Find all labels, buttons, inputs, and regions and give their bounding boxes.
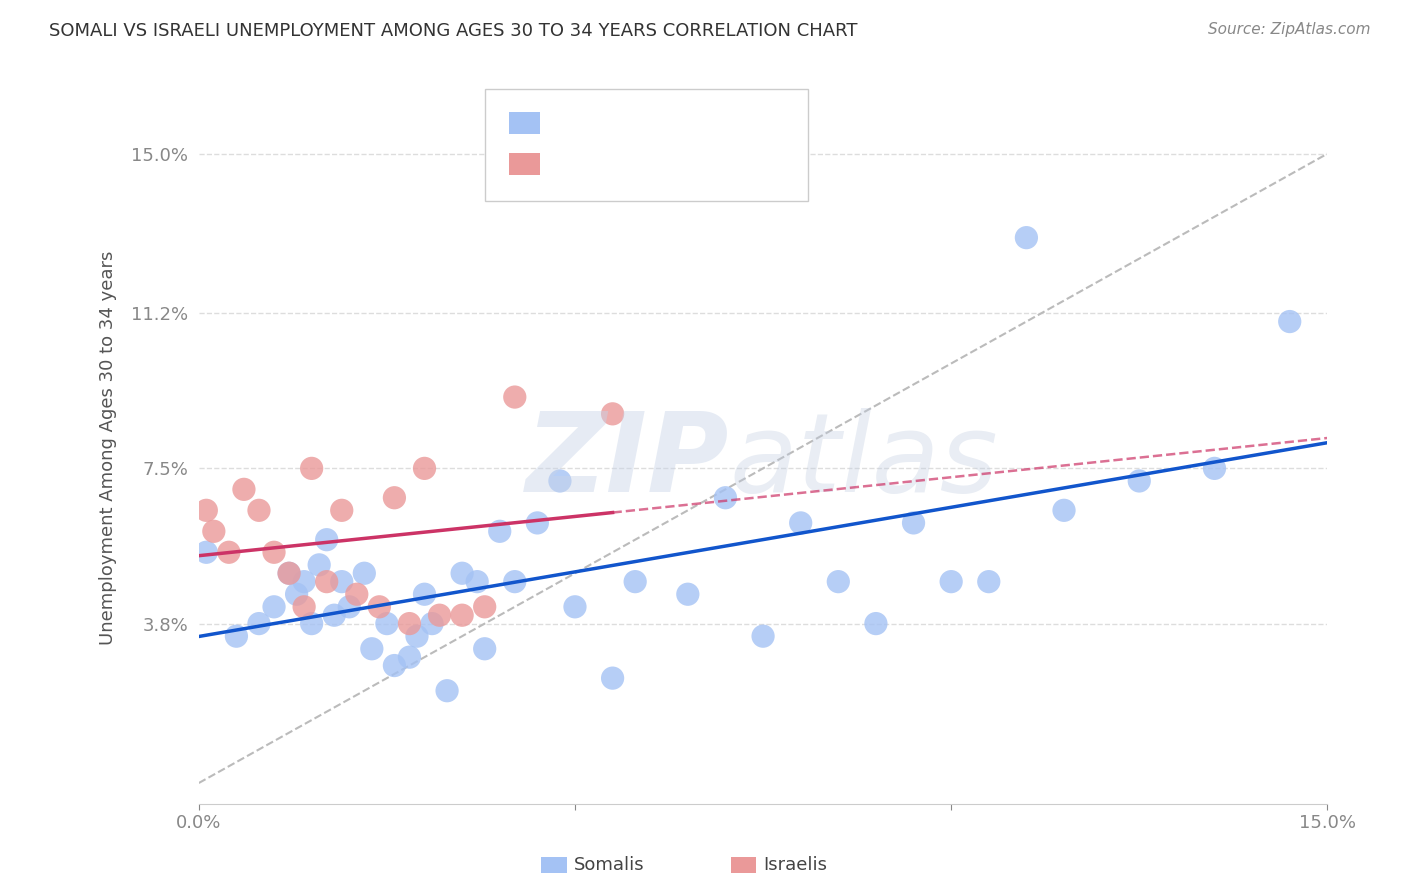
Point: [375, 616, 398, 631]
Point: [315, 574, 337, 589]
Point: [752, 629, 775, 643]
Text: Israelis: Israelis: [763, 856, 828, 874]
Point: [195, 503, 218, 517]
Point: [429, 608, 451, 623]
Point: [278, 566, 301, 581]
Point: [292, 599, 315, 614]
Point: [278, 566, 301, 581]
Point: [346, 587, 368, 601]
Text: R =: R =: [548, 113, 588, 131]
Point: [526, 516, 548, 530]
Point: [330, 574, 353, 589]
Point: [263, 599, 285, 614]
Point: [315, 533, 337, 547]
Point: [413, 461, 436, 475]
Point: [503, 390, 526, 404]
Point: [330, 503, 353, 517]
Text: SOMALI VS ISRAELI UNEMPLOYMENT AMONG AGES 30 TO 34 YEARS CORRELATION CHART: SOMALI VS ISRAELI UNEMPLOYMENT AMONG AGE…: [49, 22, 858, 40]
Text: 46: 46: [689, 113, 714, 131]
Point: [384, 658, 406, 673]
Point: [301, 616, 323, 631]
Text: 0.433: 0.433: [583, 113, 640, 131]
Point: [503, 574, 526, 589]
Point: [360, 641, 382, 656]
Point: [865, 616, 887, 631]
Point: [1053, 503, 1076, 517]
Point: [337, 599, 360, 614]
Point: [225, 629, 247, 643]
Point: [420, 616, 443, 631]
Point: [247, 503, 270, 517]
Point: [292, 574, 315, 589]
Point: [1278, 314, 1301, 328]
Point: [624, 574, 647, 589]
Text: Source: ZipAtlas.com: Source: ZipAtlas.com: [1208, 22, 1371, 37]
Point: [368, 599, 391, 614]
Point: [202, 524, 225, 539]
Text: N =: N =: [654, 113, 693, 131]
Point: [488, 524, 510, 539]
Point: [398, 616, 420, 631]
Text: 0.501: 0.501: [583, 154, 640, 172]
Point: [474, 599, 496, 614]
Point: [474, 641, 496, 656]
Point: [451, 566, 474, 581]
Point: [195, 545, 218, 559]
Point: [384, 491, 406, 505]
Point: [436, 683, 458, 698]
Text: N =: N =: [654, 154, 693, 172]
Point: [353, 566, 375, 581]
Point: [977, 574, 1000, 589]
Point: [413, 587, 436, 601]
Point: [308, 558, 330, 572]
Point: [1204, 461, 1226, 475]
Point: [714, 491, 737, 505]
Point: [548, 474, 571, 488]
Point: [247, 616, 270, 631]
Point: [398, 650, 420, 665]
Text: 21: 21: [689, 154, 714, 172]
Point: [465, 574, 488, 589]
Point: [676, 587, 699, 601]
Point: [232, 483, 254, 497]
Point: [323, 608, 346, 623]
Point: [1015, 230, 1038, 244]
Text: atlas: atlas: [730, 409, 998, 516]
Text: Somalis: Somalis: [574, 856, 644, 874]
Point: [263, 545, 285, 559]
Point: [602, 407, 624, 421]
Point: [602, 671, 624, 685]
Point: [941, 574, 963, 589]
Point: [285, 587, 308, 601]
Point: [827, 574, 849, 589]
Point: [789, 516, 811, 530]
Point: [1128, 474, 1150, 488]
Point: [451, 608, 474, 623]
Text: ZIP: ZIP: [526, 409, 730, 516]
Point: [218, 545, 240, 559]
Y-axis label: Unemployment Among Ages 30 to 34 years: Unemployment Among Ages 30 to 34 years: [100, 251, 117, 645]
Point: [903, 516, 925, 530]
Point: [301, 461, 323, 475]
Point: [564, 599, 586, 614]
Point: [406, 629, 429, 643]
Text: R =: R =: [548, 154, 588, 172]
